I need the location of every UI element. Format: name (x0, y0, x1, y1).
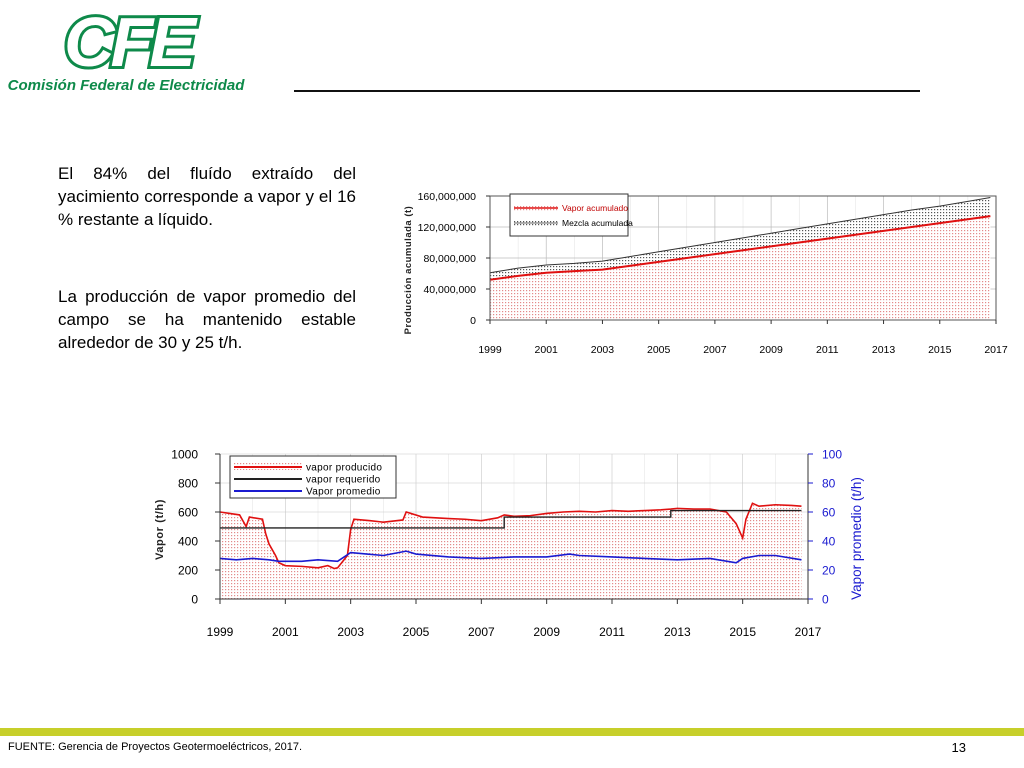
x-tick-label: 2017 (795, 625, 822, 639)
y-tick-label: 600 (178, 506, 198, 520)
page-number: 13 (951, 740, 966, 755)
y-axis-label: Vapor (t/h) (154, 499, 166, 560)
x-tick-label: 2015 (928, 344, 952, 356)
y-tick-label: 80,000,000 (423, 253, 476, 265)
vapor-acumulado-line (489, 215, 991, 281)
cfe-logo-acronym: CFE (64, 6, 198, 81)
y-tick-label: 200 (178, 564, 198, 578)
cumulative-production-chart: 0 40,000,000 80,000,000 120,000,000 160,000,… (403, 191, 1008, 356)
x-tick-label: 2001 (535, 344, 559, 356)
x-tick-label: 2011 (816, 344, 839, 356)
legend-label-vapor-producido: vapor producido (306, 463, 382, 474)
y2-axis-label: Vapor promedio (t/h) (849, 477, 864, 600)
y2-tick-label: 0 (822, 593, 829, 607)
x-tick-label: 2015 (729, 625, 756, 639)
paragraph-vapor-fraction: El 84% del fluído extraído del yacimient… (58, 164, 356, 229)
y2-tick-label: 40 (822, 535, 836, 549)
legend-label-vapor-acumulado: Vapor acumulado (562, 203, 628, 213)
x-tick-label: 2003 (591, 344, 615, 356)
footer-source: FUENTE: Gerencia de Proyectos Geotermoel… (8, 741, 303, 753)
vapor-flow-chart: 0 200 400 600 800 1000 0 20 40 60 80 100 1999 2001 200… (154, 448, 864, 640)
y-tick-label: 0 (470, 315, 476, 327)
cfe-logo: CFE CFE Comisión Federal de Electricidad (8, 6, 245, 94)
legend-box (509, 193, 629, 237)
x-tick-label: 2009 (759, 344, 783, 356)
legend-label-mezcla-acumulada: Mezcla acumulada (562, 218, 633, 228)
cfe-logo-acronym-fill: CFE (64, 6, 198, 81)
footer-bar (0, 728, 1024, 736)
legend-label-vapor-promedio: Vapor promedio (306, 487, 381, 498)
x-tick-label: 2009 (533, 625, 560, 639)
x-tick-label: 2005 (403, 625, 430, 639)
y2-tick-label: 80 (822, 477, 836, 491)
y-tick-label: 0 (191, 593, 198, 607)
x-tick-label: 2011 (599, 625, 625, 639)
vapor-promedio-line (219, 550, 802, 564)
y-tick-label: 400 (178, 535, 198, 549)
y-tick-label: 160,000,000 (418, 191, 477, 203)
legend-label-vapor-requerido: vapor requerido (306, 475, 381, 486)
header-rule (294, 90, 920, 92)
y-tick-label: 1000 (171, 448, 198, 462)
y-tick-label: 120,000,000 (418, 222, 477, 234)
x-tick-label: 2013 (872, 344, 896, 356)
x-tick-label: 2007 (468, 625, 495, 639)
x-tick-label: 2013 (664, 625, 691, 639)
mezcla-acumulada-line (489, 197, 991, 274)
x-tick-label: 2001 (272, 625, 299, 639)
y2-tick-label: 100 (822, 448, 842, 462)
y2-tick-label: 60 (822, 506, 836, 520)
x-tick-label: 2017 (984, 344, 1008, 356)
x-tick-label: 1999 (478, 344, 502, 356)
y-tick-label: 40,000,000 (423, 284, 476, 296)
paragraph-vapor-average: La producción de vapor promedio del camp… (58, 287, 356, 352)
vapor-producido-area (220, 503, 802, 599)
x-tick-label: 1999 (207, 625, 234, 639)
vapor-requerido-line (220, 509, 802, 529)
cfe-logo-name: Comisión Federal de Electricidad (8, 77, 245, 94)
y-axis-label: Producción acumulada (t) (403, 206, 414, 335)
x-tick-label: 2003 (337, 625, 364, 639)
x-tick-label: 2007 (703, 344, 727, 356)
y-tick-label: 800 (178, 477, 198, 491)
x-tick-label: 2005 (647, 344, 671, 356)
y2-tick-label: 20 (822, 564, 836, 578)
vapor-acumulado-area (490, 216, 991, 320)
